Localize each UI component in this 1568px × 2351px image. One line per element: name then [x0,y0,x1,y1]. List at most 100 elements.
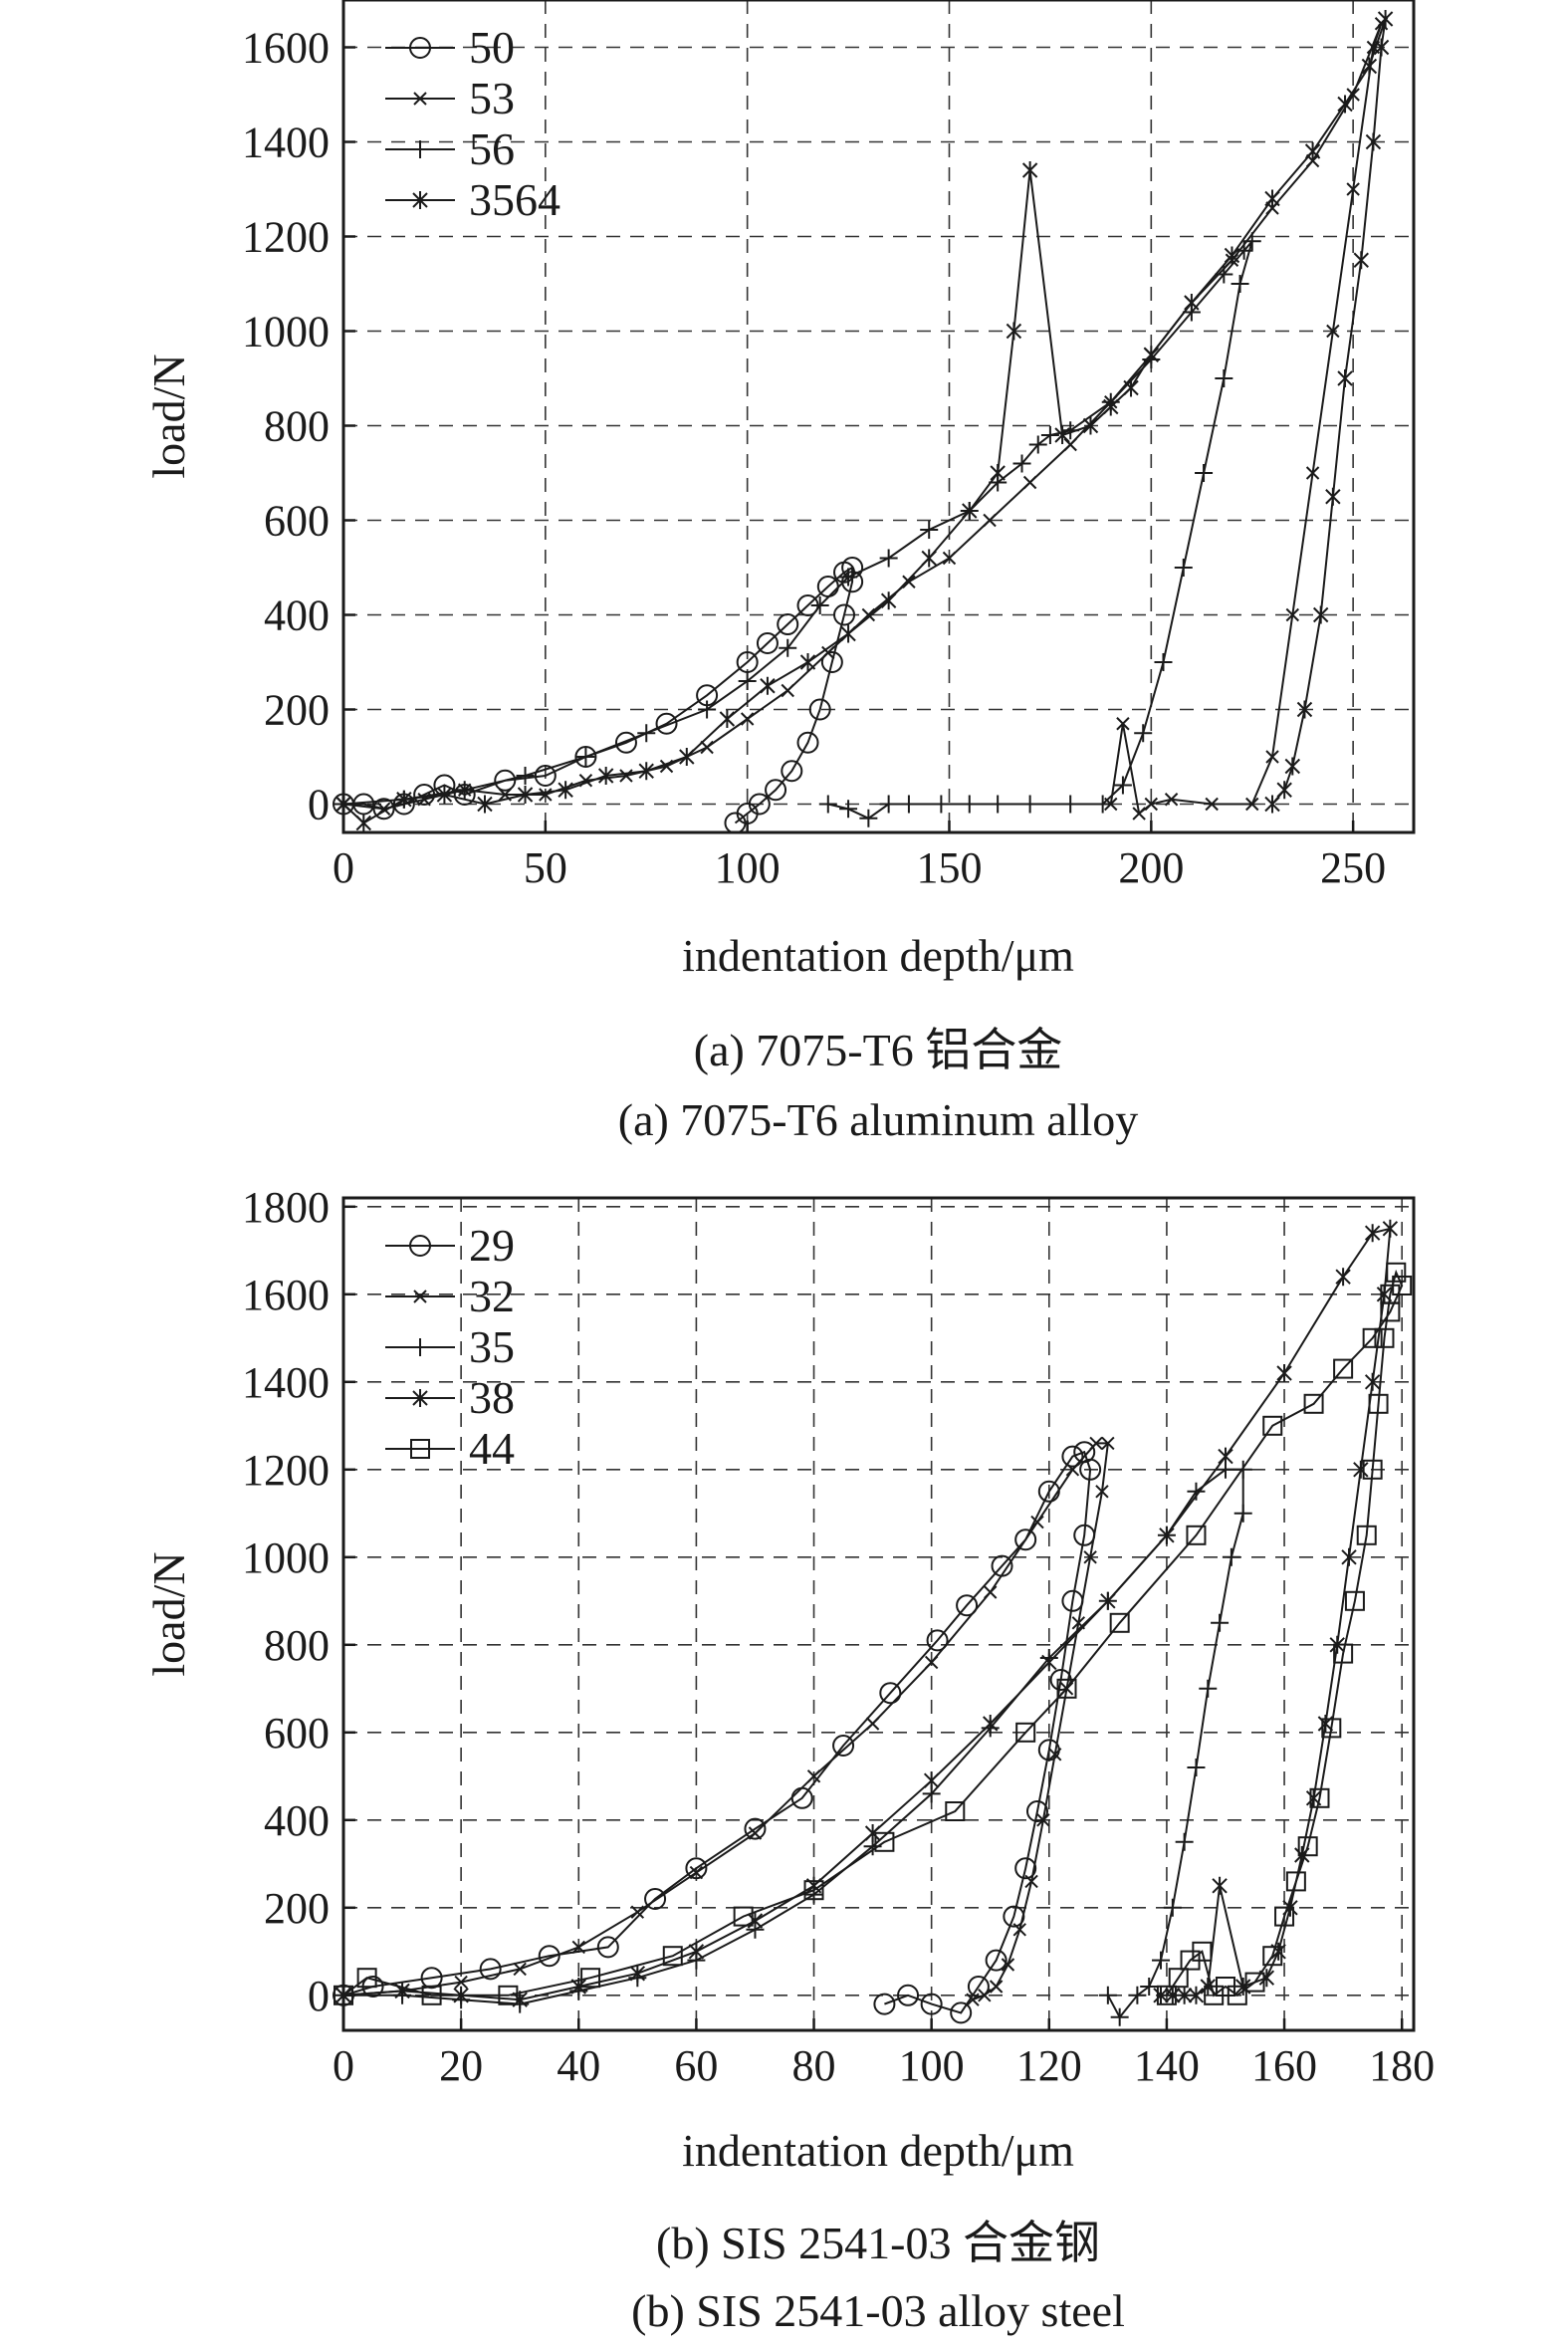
data-point-b-32 [1030,1515,1044,1529]
x-tick-label-b: 120 [1016,2041,1082,2090]
series-b-35 [335,1460,1252,2026]
data-point-a-56 [1154,653,1173,671]
y-tick-label-a: 1200 [242,213,330,262]
data-point-a-3564 [1373,38,1390,57]
data-point-a-53 [700,740,714,755]
data-point-b-32 [1065,1463,1080,1477]
data-point-a-56 [1113,776,1132,795]
data-point-b-44 [1285,1871,1306,1892]
data-point-a-53 [902,575,916,588]
x-tick-label-a: 200 [1118,843,1184,892]
series-b-29 [333,1441,1102,2024]
data-point-b-29 [685,1857,708,1880]
series-b-38 [336,1219,1399,2009]
data-point-b-29 [832,1735,855,1757]
data-point-a-56 [810,596,829,614]
data-point-b-35 [1187,1759,1206,1776]
data-point-a-3564 [1123,378,1139,397]
x-tick-label-a: 50 [524,843,567,892]
data-point-b-29 [1014,1857,1037,1880]
data-point-b-38 [1176,1986,1193,2004]
data-point-b-38 [1041,1653,1057,1672]
x-tick-label-a: 250 [1320,843,1386,892]
data-point-a-56 [1215,369,1233,387]
data-point-a-53 [983,513,997,528]
series-line-a-56 [342,240,1253,820]
data-point-b-32 [806,1769,821,1783]
y-tick-label-a: 400 [264,591,330,640]
x-tick-label-b: 80 [792,2041,836,2090]
y-tick-label-a: 1600 [242,24,330,73]
data-point-b-29 [479,1958,502,1981]
data-point-a-3564 [1082,416,1099,435]
data-point-b-32 [1101,1436,1115,1451]
data-point-b-38 [1100,1591,1116,1610]
data-point-b-44 [1344,1590,1365,1611]
y-axis-label-a: load/N [143,353,194,478]
y-tick-label-a: 800 [264,402,330,451]
data-point-b-44 [874,1831,895,1852]
data-point-a-3564 [1377,10,1394,28]
data-point-b-35 [1163,1898,1182,1917]
y-tick-label-a: 200 [264,686,330,735]
data-point-a-3564 [1353,251,1369,270]
data-point-b-29 [744,1817,767,1840]
data-point-b-44 [1168,1968,1189,1989]
y-tick-label-b: 1600 [242,1271,330,1319]
data-point-b-32 [571,1940,585,1955]
data-point-a-3564 [840,624,856,643]
data-point-a-3564 [638,762,654,781]
data-point-a-3564 [1006,322,1022,341]
data-point-b-38 [1153,1986,1169,2004]
data-point-a-3564 [436,786,453,804]
y-tick-label-b: 1200 [242,1446,330,1495]
data-point-b-35 [1222,1547,1240,1566]
series-line-a-50 [343,566,854,824]
data-point-a-53 [781,683,794,698]
series-line-b-35 [343,1468,1244,2019]
data-point-b-29 [873,1993,896,2015]
legend-marker-a-53 [413,92,427,106]
data-point-b-44 [356,1968,377,1989]
legend-label-a-53: 53 [469,73,515,123]
caption-zh-a: (a) 7075-T6 铝合金 [694,1025,1062,1075]
series-line-a-3564 [342,18,1387,824]
caption-en-a: (a) 7075-T6 aluminum alloy [618,1094,1139,1145]
y-tick-label-b: 1800 [242,1183,330,1232]
data-point-b-44 [1015,1722,1036,1743]
plot-frame-a [341,0,1416,834]
grid-a [343,0,1414,832]
data-point-b-44 [1368,1393,1389,1414]
y-tick-label-b: 800 [264,1621,330,1670]
data-point-a-3564 [1337,95,1353,114]
x-tick-label-b: 20 [439,2041,483,2090]
data-point-b-44 [1333,1643,1354,1664]
data-point-a-56 [899,795,918,814]
data-point-a-56 [576,748,595,766]
series-line-b-29 [342,1450,1092,2014]
data-point-b-44 [1356,1525,1377,1545]
data-point-a-3564 [962,502,978,520]
data-point-b-35 [1140,1978,1159,1996]
data-point-a-50 [808,698,831,721]
data-point-b-32 [454,1975,468,1990]
data-point-b-38 [629,1964,646,1983]
data-point-b-44 [1386,1262,1407,1283]
y-tick-label-b: 1400 [242,1358,330,1407]
plot-frame-b [341,1196,1416,2032]
chart-panel-b: 0 20 40 60 80 100 120 140 160 1800200400600800100… [143,1183,1435,2336]
data-point-a-3564 [1337,369,1353,387]
data-point-b-32 [865,1717,880,1731]
y-tick-label-a: 1400 [242,118,330,167]
data-point-a-3564 [1296,700,1313,719]
data-point-b-35 [1152,1951,1171,1970]
data-point-a-50 [534,765,557,787]
data-point-b-44 [1186,1525,1207,1545]
data-point-a-50 [796,731,819,754]
data-point-a-3564 [880,591,897,610]
legend-label-a-3564: 3564 [469,174,560,225]
data-point-a-3564 [1264,189,1280,208]
data-point-b-32 [1024,1874,1038,1889]
